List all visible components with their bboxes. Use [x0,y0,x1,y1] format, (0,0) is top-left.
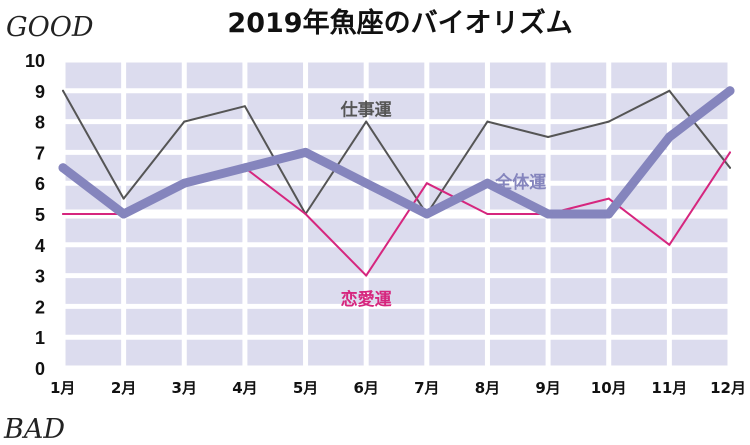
x-tick-label: 6月 [353,379,378,397]
data-point [422,209,432,219]
data-point [240,163,250,173]
data-point [62,89,64,92]
y-tick-label: 6 [35,174,45,194]
y-tick-label: 4 [35,236,45,256]
y-tick-label: 5 [35,205,45,225]
x-tick-label: 9月 [535,379,560,397]
bad-label: BAD [3,414,65,445]
data-point [729,166,731,169]
data-point [183,120,186,123]
work-luck-line [62,89,731,215]
data-point [122,197,125,200]
x-tick-label: 7月 [414,379,439,397]
y-tick-label: 3 [35,267,45,287]
x-tick-label: 3月 [172,379,197,397]
x-tick-label: 5月 [293,379,318,397]
data-point [486,213,489,215]
series-layer [58,86,735,277]
data-point [547,136,550,138]
y-tick-label: 7 [35,143,45,163]
love-luck-label: 恋愛運 [341,289,392,310]
chart-title: 2019年魚座のバイオリズム [227,7,572,39]
y-axis-ticks: 0 1 2 3 4 5 6 7 8 9 10 [25,51,45,379]
y-tick-label: 1 [35,328,45,348]
x-tick-label: 12月 [710,379,746,397]
data-point [243,105,246,108]
overall-luck-label: 全体運 [494,172,546,193]
data-point [668,243,671,246]
data-point [301,147,311,157]
data-point [365,274,368,277]
y-tick-label: 2 [35,297,45,317]
data-point [58,163,68,173]
y-tick-label: 9 [35,82,45,102]
work-luck-label: 仕事運 [340,99,392,120]
data-point [604,209,614,219]
data-point [725,86,735,96]
y-tick-label: 10 [25,51,45,71]
good-label: GOOD [6,12,94,43]
data-point [664,132,674,142]
data-point [607,120,610,123]
y-tick-label: 8 [35,113,45,133]
data-point [482,178,492,188]
data-point [119,209,129,219]
x-tick-label: 1月 [50,379,75,397]
x-tick-label: 2月 [111,379,136,397]
x-axis-ticks: 1月 2月 3月 4月 5月 6月 7月 8月 9月 10月 11月 12月 [50,379,746,397]
overall-luck-line [58,86,735,219]
data-point [486,120,489,123]
data-point [729,151,731,154]
x-tick-label: 4月 [232,379,257,397]
data-point [543,209,553,219]
x-tick-label: 11月 [651,379,687,397]
data-point [361,178,371,188]
y-tick-label: 0 [35,359,45,379]
data-point [668,89,671,92]
data-point [425,182,428,185]
data-point [607,197,610,200]
data-point [62,213,64,215]
data-point [365,120,368,123]
data-point [179,178,189,188]
x-tick-label: 10月 [591,379,627,397]
x-tick-label: 8月 [475,379,500,397]
data-point [304,213,307,215]
